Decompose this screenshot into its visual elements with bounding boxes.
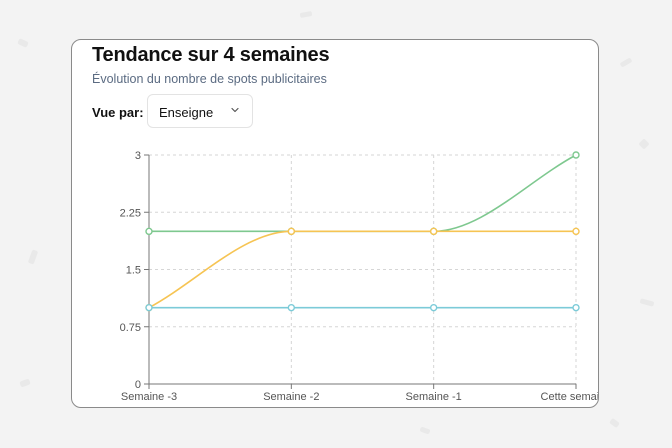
y-tick-label: 1.5	[126, 265, 141, 277]
y-tick-label: 3	[135, 150, 141, 162]
x-tick-label: Semaine -3	[121, 391, 177, 403]
series-line-2	[148, 230, 576, 309]
card-title: Tendance sur 4 semaines	[92, 44, 330, 66]
data-point	[572, 151, 580, 159]
trend-card: Tendance sur 4 semaines Évolution du nom…	[71, 39, 599, 408]
data-point	[429, 303, 438, 312]
y-tick-label: 0	[135, 379, 141, 391]
series-line-1	[149, 154, 577, 233]
x-tick-label: Semaine -2	[263, 391, 319, 403]
data-point	[287, 303, 296, 312]
data-point	[572, 227, 580, 236]
y-tick-label: 0.75	[120, 322, 141, 334]
data-point	[287, 227, 296, 236]
trend-line-chart: 0 0.75 1.5 2.25 3 Semaine -3 Semaine -2 Semaine…	[120, 150, 599, 403]
data-point	[572, 303, 580, 312]
data-point	[145, 227, 153, 236]
view-by-select[interactable]: Enseigne	[147, 94, 253, 128]
chevron-down-icon	[231, 107, 239, 113]
x-tick-label: Semaine -1	[406, 391, 462, 403]
x-tick-label: Cette semaine	[541, 391, 599, 403]
card-subtitle: Évolution du nombre de spots publicitair…	[92, 72, 327, 86]
y-tick-label: 2.25	[120, 207, 141, 219]
data-point	[429, 227, 438, 236]
view-by-selected-value: Enseigne	[159, 105, 214, 120]
view-by-label: Vue par:	[92, 105, 144, 120]
data-point	[145, 303, 153, 312]
